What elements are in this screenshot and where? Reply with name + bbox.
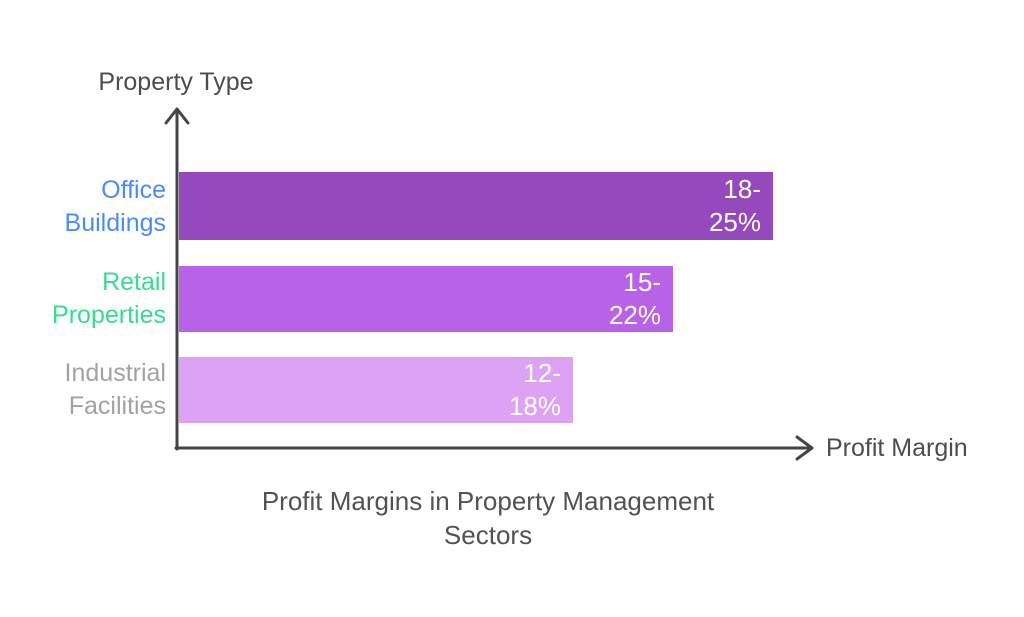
category-label-line: Office [101,176,166,204]
category-label-office-buildings: Office Buildings [20,174,166,240]
category-label-line: Buildings [64,209,166,237]
category-label-industrial-facilities: Industrial Facilities [20,357,166,423]
y-axis-title: Property Type [98,68,254,96]
bar-value-label: 12- 18% [508,358,561,421]
chart-title: Profit Margins in Property Management Se… [261,486,715,550]
bar-value-label: 15- 22% [608,267,661,330]
bar-industrial-facilities: 12- 18% [179,357,573,423]
category-label-line: Industrial [64,359,166,387]
bar-value-label: 18- 25% [708,174,761,237]
x-axis-title: Profit Margin [826,434,968,462]
x-axis-arrow-icon [795,435,814,461]
y-axis-arrow-icon [164,107,190,125]
category-label-line: Retail [102,268,166,296]
bar-retail-properties: 15- 22% [179,266,673,332]
bar-office-buildings: 18- 25% [179,172,773,240]
category-label-retail-properties: Retail Properties [20,266,166,332]
category-label-line: Facilities [68,392,166,420]
category-label-line: Properties [52,301,166,329]
